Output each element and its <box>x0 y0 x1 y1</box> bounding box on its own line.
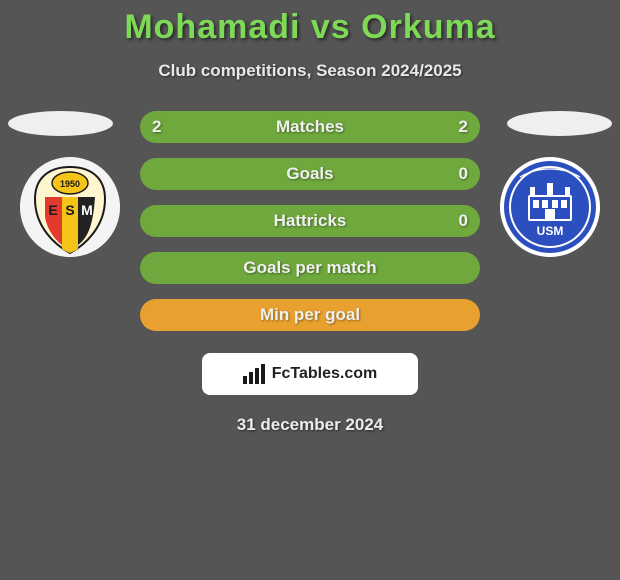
svg-text:USM: USM <box>537 224 564 238</box>
player-oval-left <box>8 111 113 136</box>
page-title: Mohamadi vs Orkuma <box>0 8 620 47</box>
season-subtitle: Club competitions, Season 2024/2025 <box>0 61 620 81</box>
team-badge-left: 1950 E S M <box>20 157 120 257</box>
stat-row-goals: Goals 0 <box>140 158 480 190</box>
usm-badge-icon: USM <box>500 157 600 257</box>
stat-label: Matches <box>276 117 344 137</box>
stat-right-value: 0 <box>459 164 468 184</box>
attribution-box: FcTables.com <box>202 353 418 395</box>
player-oval-right <box>507 111 612 136</box>
stats-area: 1950 E S M USM <box>0 111 620 331</box>
stat-rows: 2 Matches 2 Goals 0 Hattricks 0 Goals pe… <box>140 111 480 331</box>
esm-badge-icon: 1950 E S M <box>20 157 120 257</box>
stat-right-value: 0 <box>459 211 468 231</box>
svg-text:M: M <box>81 202 93 218</box>
stat-row-matches: 2 Matches 2 <box>140 111 480 143</box>
stat-row-hattricks: Hattricks 0 <box>140 205 480 237</box>
attribution-label: FcTables.com <box>272 365 378 383</box>
badge-year: 1950 <box>60 179 80 189</box>
team-badge-right: USM <box>500 157 600 257</box>
svg-text:E: E <box>48 202 57 218</box>
stat-row-goals-per-match: Goals per match <box>140 252 480 284</box>
comparison-card: Mohamadi vs Orkuma Club competitions, Se… <box>0 0 620 435</box>
bars-icon <box>243 364 265 384</box>
stat-right-value: 2 <box>459 117 468 137</box>
stat-row-min-per-goal: Min per goal <box>140 299 480 331</box>
stat-label: Min per goal <box>260 305 360 325</box>
svg-text:S: S <box>65 202 74 218</box>
stat-label: Hattricks <box>274 211 347 231</box>
stat-label: Goals <box>286 164 333 184</box>
stat-left-value: 2 <box>152 117 161 137</box>
stat-label: Goals per match <box>243 258 376 278</box>
date-label: 31 december 2024 <box>0 415 620 435</box>
